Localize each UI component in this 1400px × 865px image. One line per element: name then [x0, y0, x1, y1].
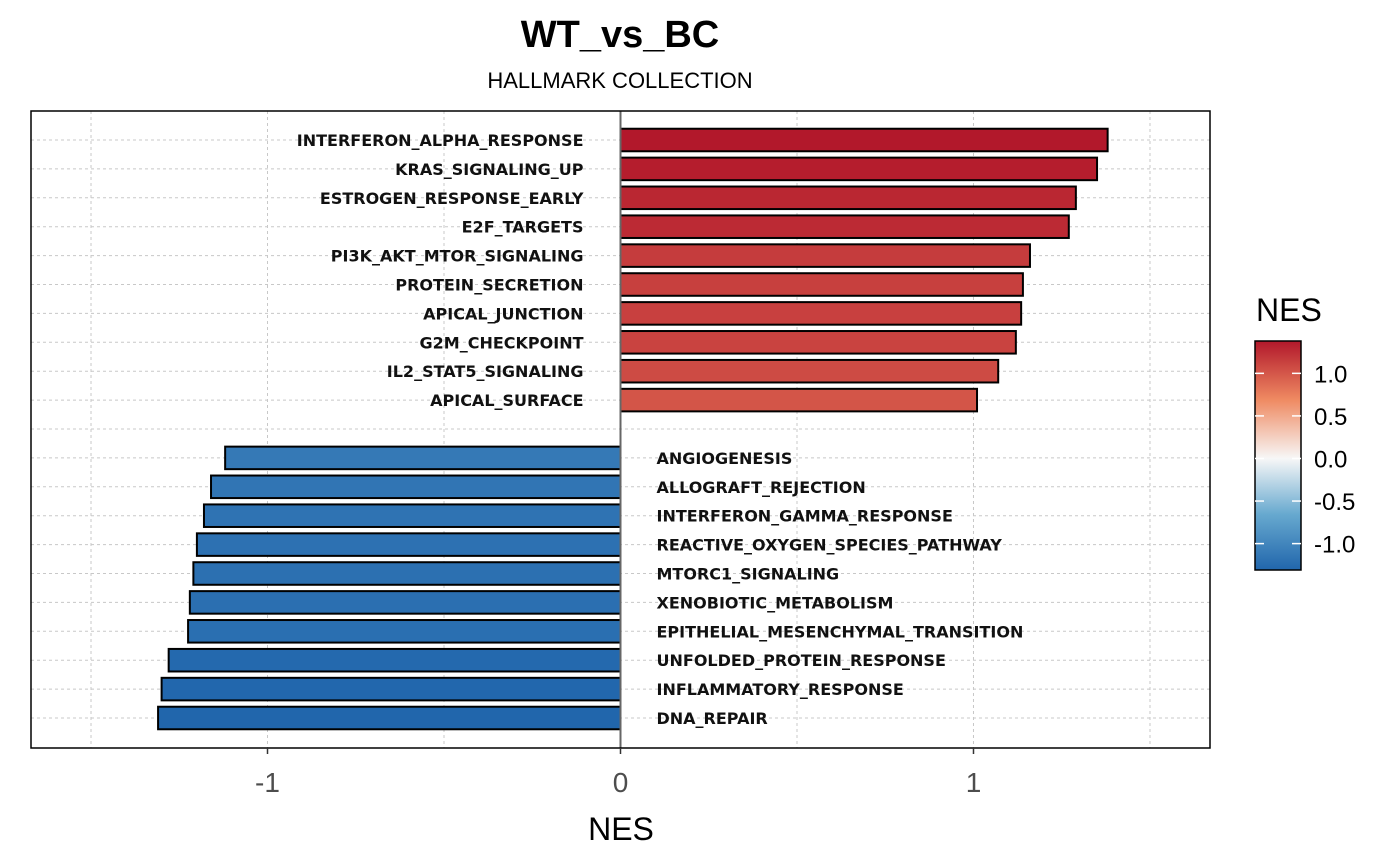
chart-subtitle: HALLMARK COLLECTION [487, 68, 752, 93]
x-tick-label: 1 [966, 767, 982, 798]
bar [160, 676, 622, 702]
bar [224, 445, 622, 471]
bar-label: ESTROGEN_RESPONSE_EARLY [320, 189, 584, 208]
chart-title: WT_vs_BC [521, 14, 720, 56]
bar [167, 647, 622, 673]
bar-label: INTERFERON_GAMMA_RESPONSE [657, 507, 953, 526]
bar-label: EPITHELIAL_MESENCHYMAL_TRANSITION [657, 622, 1024, 641]
bar [619, 301, 1023, 326]
bar-label: E2F_TARGETS [462, 218, 584, 237]
legend-title: NES [1256, 292, 1322, 328]
legend-colorbar [1254, 340, 1302, 571]
bar-label: PI3K_AKT_MTOR_SIGNALING [331, 247, 584, 266]
x-tick-label: -1 [255, 767, 280, 798]
bar [619, 185, 1077, 211]
x-axis-label: NES [588, 811, 654, 847]
bar [619, 243, 1031, 268]
bar-label: REACTIVE_OXYGEN_SPECIES_PATHWAY [657, 536, 1003, 555]
bar-label: G2M_CHECKPOINT [420, 333, 584, 352]
bar-label: INFLAMMATORY_RESPONSE [657, 680, 904, 699]
bar [192, 561, 622, 586]
bar-label: XENOBIOTIC_METABOLISM [657, 593, 894, 612]
legend-tick-label: 0.0 [1314, 446, 1347, 473]
bar [619, 156, 1099, 182]
bar-label: ANGIOGENESIS [657, 449, 793, 468]
x-tick-label: 0 [613, 767, 629, 798]
bars [157, 127, 1109, 731]
x-axis-ticks: -1 0 1 [255, 748, 981, 798]
legend-tick-label: -1.0 [1314, 532, 1355, 559]
bar [619, 387, 979, 413]
bar-label: INTERFERON_ALPHA_RESPONSE [297, 131, 584, 150]
bar-label: APICAL_JUNCTION [423, 304, 583, 323]
legend-tick-label: 0.5 [1314, 404, 1347, 431]
bar-label: UNFOLDED_PROTEIN_RESPONSE [657, 651, 946, 670]
bar [619, 127, 1109, 153]
bar [619, 214, 1070, 239]
bar-label: IL2_STAT5_SIGNALING [387, 362, 584, 381]
bar-label: KRAS_SIGNALING_UP [395, 160, 584, 179]
bar [188, 590, 622, 615]
bar [157, 705, 622, 731]
bar-label: PROTEIN_SECRETION [395, 276, 583, 295]
legend-tick-label: -0.5 [1314, 489, 1355, 516]
bar [619, 358, 1000, 384]
bar [619, 272, 1024, 297]
bar [210, 474, 622, 500]
legend-tick-label: 1.0 [1314, 361, 1347, 388]
bar-label: APICAL_SURFACE [430, 391, 583, 410]
bar-label: MTORC1_SIGNALING [657, 565, 840, 584]
bar-label: DNA_REPAIR [657, 709, 768, 728]
bar [187, 619, 622, 644]
bar [202, 503, 622, 528]
color-legend: NES 1.0 0.5 0.0 -0.5 -1.0 [1254, 292, 1355, 571]
bar-labels: INTERFERON_ALPHA_RESPONSE KRAS_SIGNALING_… [297, 131, 1024, 728]
bar-label: ALLOGRAFT_REJECTION [657, 478, 866, 497]
bar [619, 330, 1017, 355]
bar [195, 532, 622, 557]
